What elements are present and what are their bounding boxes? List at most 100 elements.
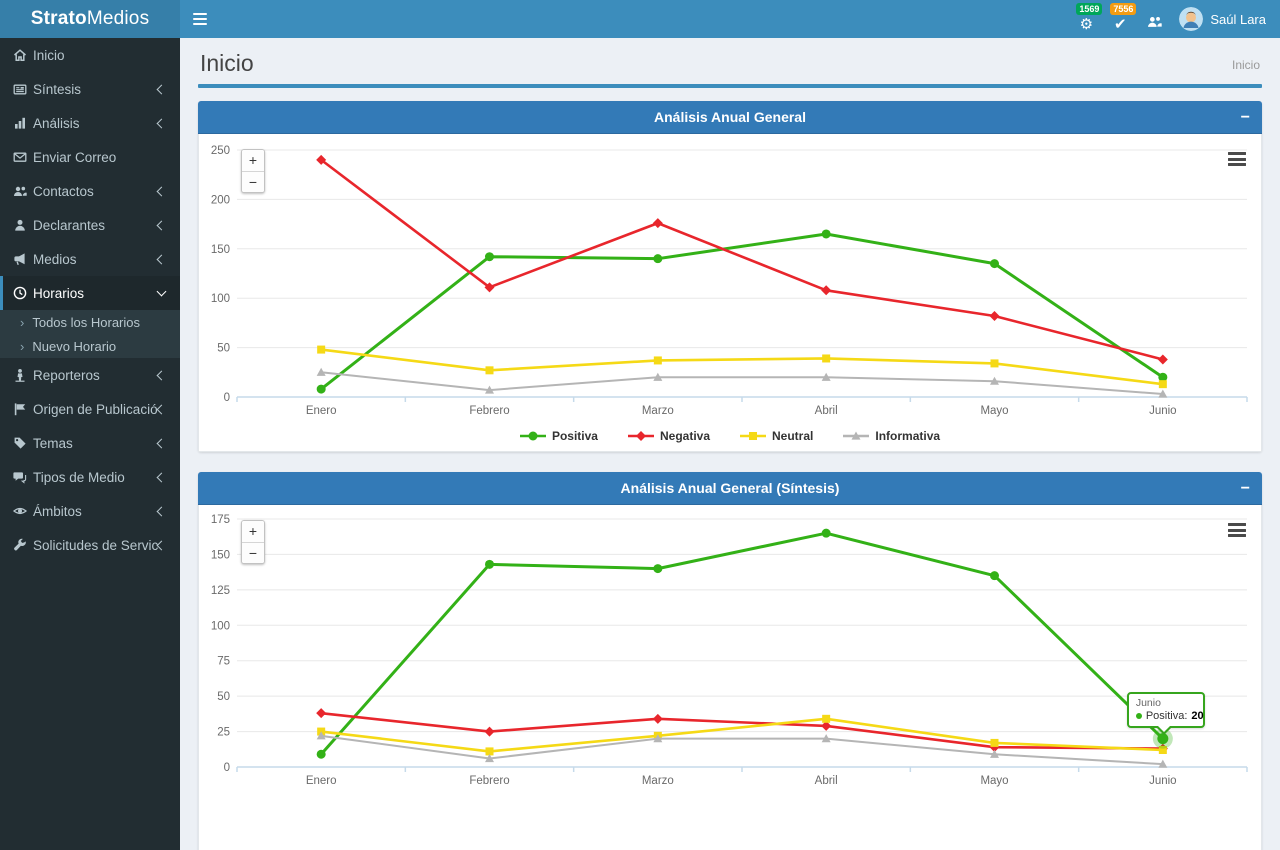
- data-point-informativa-enero[interactable]: [316, 367, 326, 376]
- sidebar-item-reporteros[interactable]: Reporteros: [0, 358, 180, 392]
- data-point-positiva-mayo[interactable]: [990, 259, 999, 269]
- data-point-negativa-febrero[interactable]: [484, 282, 495, 293]
- zoom-out-button[interactable]: −: [242, 542, 264, 563]
- data-point-informativa-febrero[interactable]: [485, 753, 494, 763]
- data-point-negativa-abril[interactable]: [821, 285, 832, 296]
- data-point-neutral-febrero[interactable]: [485, 366, 494, 375]
- chart-plot-area[interactable]: 0 50 100 150 200 250 Enero Febrero Marzo Abril May…: [207, 142, 1253, 420]
- sidebar-item-contactos[interactable]: Contactos: [0, 174, 180, 208]
- data-point-positiva-marzo[interactable]: [653, 254, 663, 264]
- y-axis-tick-label: 200: [211, 194, 230, 206]
- data-point-negativa-abril[interactable]: [821, 720, 832, 731]
- sidebar-item-label: Solicitudes de Servicio: [33, 537, 158, 553]
- data-point-neutral-marzo[interactable]: [653, 356, 662, 365]
- data-point-neutral-abril[interactable]: [822, 354, 831, 363]
- data-point-positiva-mayo[interactable]: [990, 571, 999, 581]
- chart-menu-icon[interactable]: [1228, 152, 1246, 166]
- legend-item-neutral[interactable]: Neutral: [740, 429, 813, 443]
- zoom-in-button[interactable]: +: [242, 150, 264, 171]
- data-point-negativa-marzo[interactable]: [652, 713, 663, 724]
- panel-header: Análisis Anual General (Síntesis) −: [198, 472, 1262, 505]
- sidebar-subitem-todos-los-horarios[interactable]: › Todos los Horarios: [0, 310, 180, 334]
- data-point-positiva-abril[interactable]: [821, 528, 831, 538]
- data-point-informativa-marzo[interactable]: [653, 734, 663, 743]
- user-menu-button[interactable]: Saúl Lara: [1179, 7, 1266, 31]
- legend-marker-square-icon: [740, 432, 767, 440]
- data-point-neutral-mayo[interactable]: [990, 738, 999, 747]
- sidebar-item-solicitudes-de-servicio[interactable]: Solicitudes de Servicio: [0, 528, 180, 562]
- data-point-positiva-enero[interactable]: [316, 749, 326, 759]
- zoom-out-button[interactable]: −: [242, 171, 264, 192]
- sidebar-subitem-nuevo-horario[interactable]: › Nuevo Horario: [0, 334, 180, 358]
- data-point-positiva-abril[interactable]: [821, 229, 831, 239]
- data-point-negativa-enero[interactable]: [316, 154, 327, 165]
- sidebar-item-declarantes[interactable]: Declarantes: [0, 208, 180, 242]
- tooltip-series: Positiva: [1146, 710, 1188, 722]
- data-point-neutral-enero[interactable]: [317, 345, 326, 354]
- legend-marker[interactable]: [851, 431, 861, 440]
- data-point-informativa-junio[interactable]: [1158, 759, 1168, 768]
- legend-item-positiva[interactable]: Positiva: [519, 429, 598, 443]
- data-point-negativa-enero[interactable]: [316, 708, 327, 719]
- data-point-negativa-febrero[interactable]: [484, 726, 495, 737]
- data-point-neutral-junio[interactable]: [1158, 380, 1167, 389]
- data-point-informativa-mayo[interactable]: [990, 749, 999, 758]
- x-axis-category-label: Marzo: [642, 775, 674, 787]
- sidebar-item-horarios[interactable]: Horarios: [0, 276, 180, 310]
- collapse-button[interactable]: −: [1240, 480, 1250, 497]
- data-point-neutral-abril[interactable]: [822, 714, 831, 723]
- zoom-in-button[interactable]: +: [242, 521, 264, 542]
- breadcrumb[interactable]: Inicio: [1231, 58, 1260, 72]
- data-point-negativa-mayo[interactable]: [989, 310, 1000, 321]
- collapse-button[interactable]: −: [1240, 109, 1250, 126]
- data-point-positiva-enero[interactable]: [316, 384, 326, 394]
- y-axis-tick-label: 50: [217, 343, 230, 355]
- chart-plot-area[interactable]: 0 25 50 75 100 125 150 175 Enero Febrero Marzo Abri…: [207, 513, 1253, 850]
- sidebar-item-tipos-de-medio[interactable]: Tipos de Medio: [0, 460, 180, 494]
- sidebar-item-sintesis[interactable]: Síntesis: [0, 72, 180, 106]
- sidebar-item-temas[interactable]: Temas: [0, 426, 180, 460]
- data-point-neutral-febrero[interactable]: [485, 747, 494, 756]
- data-point-informativa-enero[interactable]: [316, 731, 326, 740]
- legend-item-negativa[interactable]: Negativa: [627, 429, 710, 443]
- data-point-informativa-febrero[interactable]: [485, 385, 494, 394]
- legend-marker[interactable]: [528, 431, 538, 441]
- sidebar-item-label: Temas: [33, 435, 73, 451]
- sidebar-item-medios[interactable]: Medios: [0, 242, 180, 276]
- data-point-informativa-junio[interactable]: [1158, 389, 1168, 398]
- legend-marker[interactable]: [635, 431, 646, 441]
- users-menu-button[interactable]: [1137, 0, 1171, 38]
- y-axis-tick-label: 75: [217, 656, 230, 668]
- sidebar-item-inicio[interactable]: Inicio: [0, 38, 180, 72]
- data-point-positiva-marzo[interactable]: [653, 564, 663, 574]
- sidebar-toggle-icon[interactable]: [180, 0, 220, 38]
- data-point-positiva-febrero[interactable]: [485, 559, 494, 569]
- data-point-neutral-mayo[interactable]: [990, 359, 999, 368]
- data-point-negativa-junio[interactable]: [1157, 354, 1168, 365]
- chart-menu-icon[interactable]: [1228, 523, 1246, 537]
- legend-marker[interactable]: [749, 432, 758, 440]
- sidebar-item-origen-de-publicacion[interactable]: Origen de Publicación: [0, 392, 180, 426]
- data-point-informativa-abril[interactable]: [821, 734, 831, 743]
- data-point-neutral-junio[interactable]: [1158, 745, 1167, 754]
- data-point-negativa-marzo[interactable]: [652, 218, 663, 229]
- sidebar-item-label: Síntesis: [33, 81, 82, 97]
- data-point-positiva-febrero[interactable]: [485, 252, 494, 262]
- sidebar-item-enviar-correo[interactable]: Enviar Correo: [0, 140, 180, 174]
- sidebar-item-analisis[interactable]: Análisis: [0, 106, 180, 140]
- home-icon: [13, 48, 33, 62]
- check-icon: ✔: [1114, 16, 1127, 33]
- data-point-informativa-marzo[interactable]: [653, 372, 663, 381]
- sidebar-item-ambitos[interactable]: Ámbitos: [0, 494, 180, 528]
- tasks-menu-button[interactable]: ✔ 7556: [1103, 0, 1137, 38]
- gear-menu-button[interactable]: ⚙ 1569: [1069, 0, 1103, 38]
- tooltip-category: Junio: [1135, 696, 1161, 709]
- brand-logo[interactable]: StratoMedios: [0, 0, 180, 38]
- data-point-informativa-mayo[interactable]: [990, 376, 999, 385]
- x-axis-category-label: Febrero: [469, 405, 509, 417]
- sidebar-item-label: Medios: [33, 251, 77, 267]
- hovered-data-point[interactable]: [1157, 733, 1169, 745]
- data-point-informativa-abril[interactable]: [821, 372, 831, 381]
- data-point-positiva-junio[interactable]: [1158, 372, 1168, 382]
- legend-item-informativa[interactable]: Informativa: [843, 429, 940, 443]
